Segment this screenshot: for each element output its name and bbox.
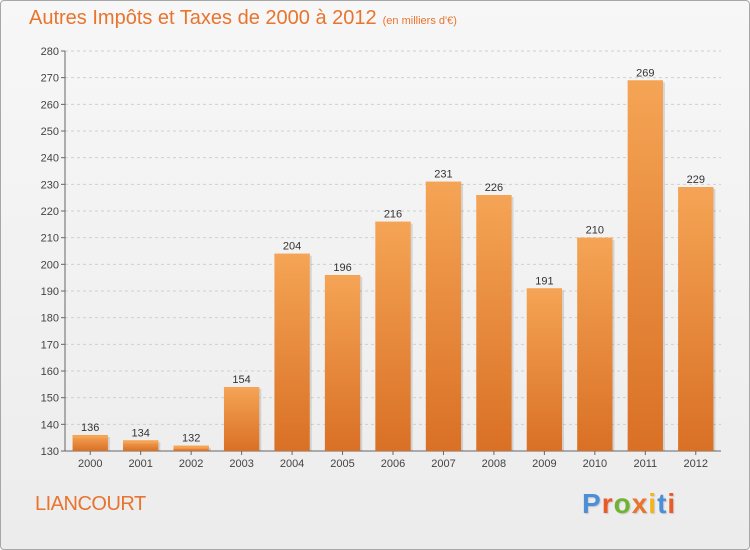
logo-letter: x (631, 488, 649, 519)
bar-2003 (223, 387, 260, 451)
bar-top-highlight (223, 387, 260, 390)
y-tick-label: 240 (41, 153, 59, 165)
bars (72, 80, 716, 451)
chart-title-text: Autres Impôts et Taxes de 2000 à 2012 (29, 7, 377, 29)
y-tick-label: 250 (41, 126, 59, 138)
value-label-2009: 191 (535, 275, 553, 287)
logo-letter: t (657, 488, 668, 519)
bar-2005 (324, 275, 361, 451)
bar-top-highlight (526, 288, 563, 292)
value-label-2006: 216 (384, 209, 402, 221)
bar-2008 (476, 195, 512, 451)
bar-2009 (526, 288, 563, 451)
value-label-2012: 229 (687, 174, 705, 186)
y-tick-label: 220 (41, 206, 59, 218)
x-tick-label-2007: 2007 (431, 458, 455, 470)
x-tick-label-2004: 2004 (280, 458, 304, 470)
y-tick-label: 210 (41, 233, 59, 245)
value-label-2008: 226 (485, 182, 503, 194)
y-tick-label: 130 (41, 446, 59, 458)
bar-top-highlight (425, 181, 462, 185)
x-tick-label-2006: 2006 (381, 458, 405, 470)
x-tick-label-2000: 2000 (78, 458, 102, 470)
value-label-2005: 196 (333, 262, 351, 274)
y-tick-label: 140 (41, 419, 59, 431)
bar-2001 (123, 440, 159, 451)
x-tick-label-2010: 2010 (583, 458, 607, 470)
x-tick-label-2008: 2008 (482, 458, 506, 470)
value-label-2011: 269 (636, 67, 654, 79)
bar-top-highlight (476, 195, 512, 198)
bar-top-highlight (72, 435, 108, 438)
x-tick-label-2011: 2011 (633, 458, 657, 470)
bar-top-highlight (324, 275, 361, 278)
bar-2012 (678, 187, 714, 451)
bar-top-highlight (173, 445, 209, 449)
logo-letter: o (613, 488, 632, 519)
x-tick-label-2002: 2002 (179, 458, 203, 470)
x-tick-label-2001: 2001 (128, 458, 152, 470)
labels: 130 140 150 160 170 180 190 200 210 220 230 240 250 2… (41, 46, 708, 470)
bar-top-highlight (375, 221, 411, 225)
bar-2000 (72, 435, 108, 451)
value-label-2002: 132 (182, 433, 200, 445)
y-tick-label: 230 (41, 179, 59, 191)
x-tick-label-2003: 2003 (229, 458, 253, 470)
value-label-2001: 134 (132, 427, 150, 439)
bar-2011 (627, 80, 663, 451)
y-tick-label: 190 (41, 286, 59, 298)
bar-top-highlight (123, 440, 159, 444)
bar-top-highlight (274, 253, 310, 257)
y-tick-label: 160 (41, 366, 59, 378)
y-tick-label: 270 (41, 73, 59, 85)
value-label-2004: 204 (283, 241, 301, 253)
proxiti-logo[interactable]: Proxiti (582, 488, 676, 520)
bar-2004 (274, 253, 310, 451)
bar-top-highlight (627, 80, 663, 84)
value-label-2000: 136 (81, 422, 99, 434)
value-label-2010: 210 (586, 225, 604, 237)
bar-top-highlight (678, 187, 714, 190)
x-tick-label-2009: 2009 (532, 458, 556, 470)
chart-unit: (en milliers d'€) (382, 15, 457, 27)
value-label-2003: 154 (232, 374, 250, 386)
y-tick-label: 280 (41, 46, 59, 58)
chart-title: Autres Impôts et Taxes de 2000 à 2012 (en… (29, 7, 457, 30)
y-tick-label: 180 (41, 313, 59, 325)
bar-2006 (375, 221, 411, 451)
logo-letter: P (582, 488, 602, 519)
y-tick-label: 170 (41, 339, 59, 351)
bar-2007 (425, 181, 462, 451)
y-tick-label: 260 (41, 99, 59, 111)
bar-top-highlight (577, 237, 613, 241)
logo-letter: i (648, 488, 658, 519)
y-tick-label: 200 (41, 259, 59, 271)
logo-letter: i (667, 488, 677, 519)
y-tick-label: 150 (41, 393, 59, 405)
value-label-2007: 231 (434, 169, 452, 181)
x-tick-label-2005: 2005 (330, 458, 354, 470)
commune-name: LIANCOURT (35, 493, 146, 515)
logo-letter: r (601, 488, 614, 519)
bar-2010 (577, 237, 613, 451)
x-tick-label-2012: 2012 (684, 458, 708, 470)
